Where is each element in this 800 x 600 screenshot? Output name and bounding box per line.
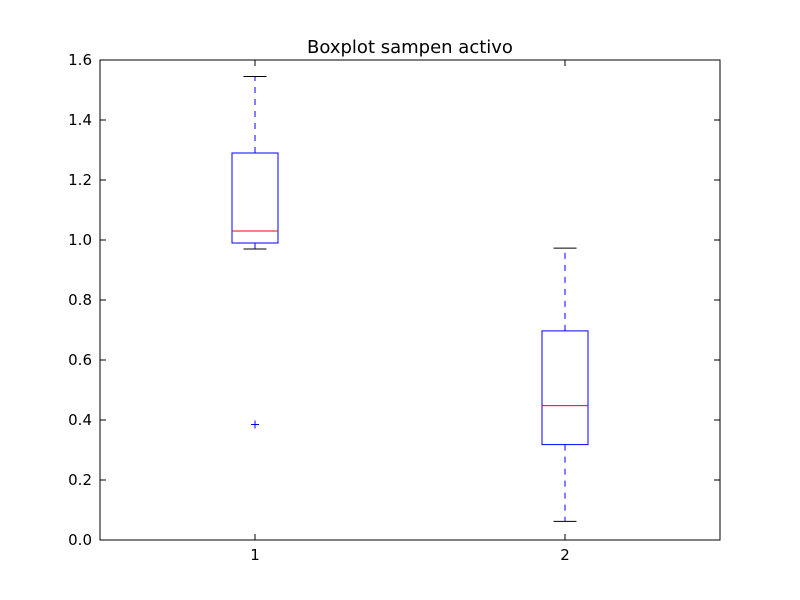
plot-boxes xyxy=(231,76,589,522)
y-tick-label: 0.8 xyxy=(68,291,92,309)
y-tick-label: 1.2 xyxy=(68,171,92,189)
iqr-box xyxy=(231,152,279,244)
iqr-box xyxy=(541,330,589,446)
outlier-marker xyxy=(251,420,259,429)
y-tick-label: 0.2 xyxy=(68,471,92,489)
x-tick-label: 2 xyxy=(560,546,570,564)
box-group-2 xyxy=(541,247,589,522)
y-tick-label: 1.6 xyxy=(68,51,92,69)
y-tick-label: 1.4 xyxy=(68,111,92,129)
y-tick-label: 0.6 xyxy=(68,351,92,369)
chart-title: Boxplot sampen activo xyxy=(307,37,513,58)
y-tick-label: 0.0 xyxy=(68,531,92,549)
y-tick-label: 1.0 xyxy=(68,231,92,249)
box-group-1 xyxy=(231,76,279,429)
x-tick-label: 1 xyxy=(250,546,260,564)
plot-frame xyxy=(99,59,721,541)
y-axis: 0.0 0.2 0.4 0.6 0.8 1.0 1.2 1.4 1.6 xyxy=(68,51,720,549)
y-tick-label: 0.4 xyxy=(68,411,92,429)
